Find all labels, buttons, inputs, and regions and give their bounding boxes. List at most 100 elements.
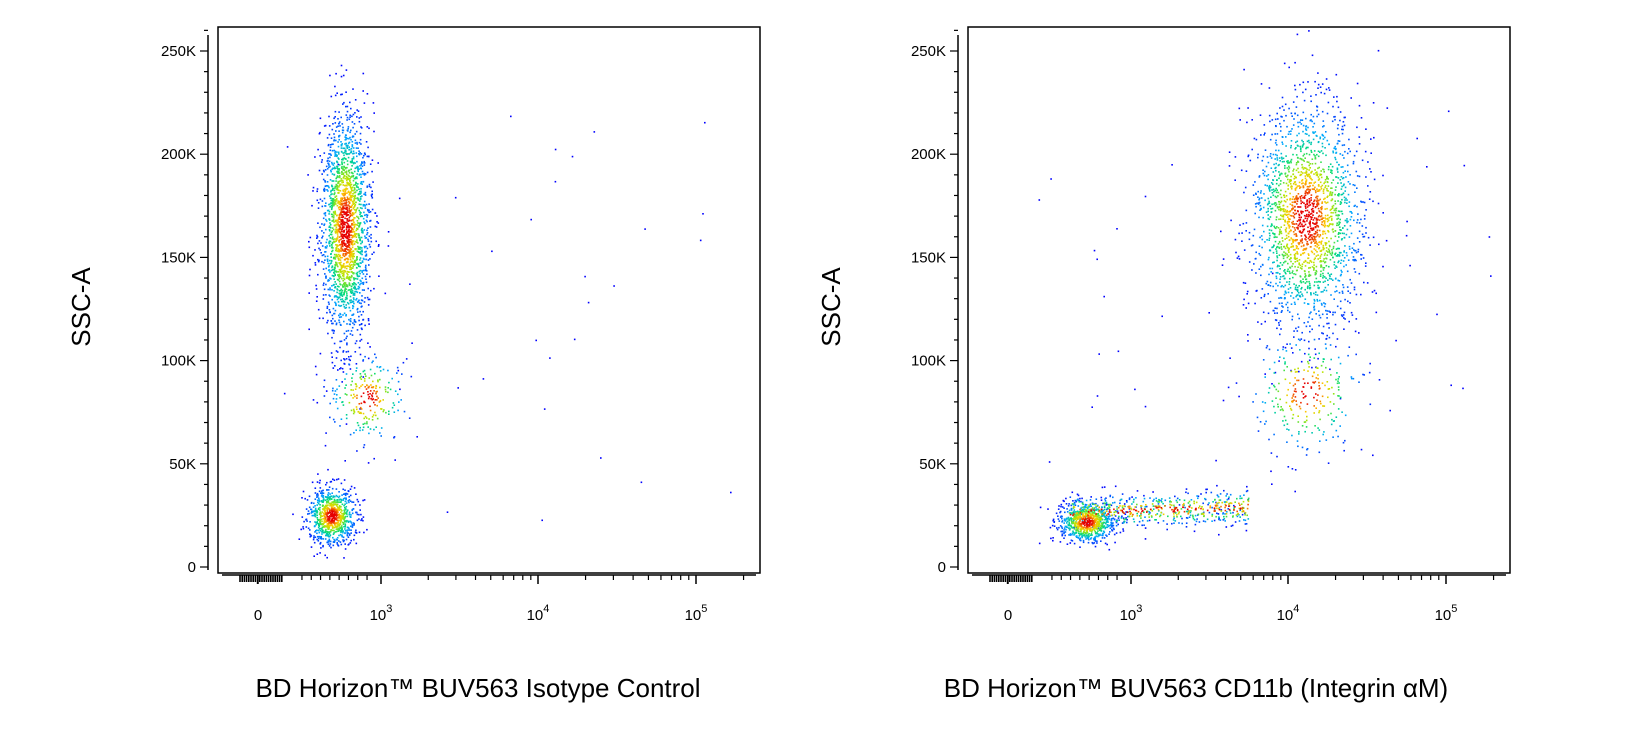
event-dot [335, 530, 338, 533]
event-dot [1272, 251, 1275, 254]
event-dot [350, 148, 353, 150]
event-dot [1296, 114, 1299, 117]
event-dot [352, 412, 355, 415]
event-dot [344, 265, 346, 268]
event-dot [328, 516, 331, 519]
event-dot [356, 220, 359, 222]
event-dot [351, 244, 354, 246]
event-dot [326, 238, 328, 241]
event-dot [351, 509, 353, 512]
event-dot [1242, 281, 1245, 284]
event-dot [345, 330, 348, 332]
event-dot [1104, 500, 1107, 502]
event-dot [1315, 94, 1317, 96]
event-dot [1121, 515, 1123, 518]
event-dot [399, 388, 401, 391]
event-dot [400, 399, 402, 401]
event-dot [345, 306, 348, 309]
event-dot [1100, 540, 1102, 542]
event-dot [1371, 291, 1374, 293]
event-dot [1296, 140, 1299, 143]
event-dot [355, 130, 358, 133]
event-dot [1234, 179, 1236, 181]
event-dot [346, 298, 348, 300]
event-dot [342, 275, 345, 277]
event-dot [1328, 327, 1330, 329]
event-dot [345, 137, 347, 139]
event-dot [1070, 504, 1073, 507]
event-dot [1265, 420, 1267, 423]
event-dot [1162, 502, 1164, 505]
event-dot [351, 267, 354, 269]
event-dot [364, 275, 367, 278]
event-dot [316, 521, 319, 523]
event-dot [349, 186, 352, 189]
event-dot [317, 535, 319, 538]
event-dot [350, 209, 353, 211]
event-dot [1373, 136, 1375, 139]
event-dot [315, 529, 318, 531]
event-dot [331, 193, 333, 195]
event-dot [371, 253, 373, 255]
event-dot [344, 489, 346, 491]
event-dot [1337, 171, 1339, 173]
event-dot [387, 387, 389, 389]
event-dot [342, 279, 344, 282]
event-dot [1342, 314, 1345, 316]
event-dot [1253, 228, 1256, 231]
event-dot [330, 519, 333, 521]
event-dot [337, 304, 340, 307]
event-dot [325, 218, 327, 221]
event-dot [379, 386, 381, 389]
event-dot [1271, 246, 1273, 249]
event-dot [333, 173, 336, 176]
event-dot [1297, 445, 1299, 448]
event-dot [330, 170, 332, 173]
event-dot [1252, 234, 1255, 237]
event-dot [1284, 103, 1287, 106]
event-dot [346, 531, 348, 533]
event-dot [343, 273, 345, 276]
event-dot [1091, 406, 1093, 408]
event-dot [359, 406, 362, 409]
event-dot [348, 233, 350, 235]
event-dot [1121, 493, 1124, 495]
event-dot [328, 264, 330, 267]
event-dot [1332, 311, 1334, 314]
event-dot [338, 239, 341, 241]
event-dot [335, 139, 337, 142]
event-dot [1087, 534, 1090, 536]
event-dot [353, 287, 355, 289]
event-dot [1326, 310, 1329, 312]
event-dot [339, 508, 342, 511]
event-dot [323, 187, 326, 190]
event-dot [1059, 511, 1061, 514]
event-dot [331, 519, 334, 521]
event-dot [326, 185, 329, 187]
event-dot [335, 322, 338, 325]
event-dot [1260, 190, 1262, 192]
event-dot [322, 294, 325, 296]
event-dot [1275, 162, 1277, 165]
event-dot [1216, 484, 1218, 487]
event-dot [355, 176, 357, 179]
event-dot [337, 163, 340, 166]
event-dot [1225, 526, 1228, 528]
event-dot [360, 192, 362, 194]
event-dot [1115, 510, 1118, 513]
event-dot [363, 211, 365, 214]
event-dot [1368, 371, 1371, 374]
event-dot [1337, 261, 1339, 264]
event-dot [340, 511, 342, 514]
event-dot [1365, 209, 1367, 211]
event-dot [1106, 519, 1108, 521]
event-dot [307, 174, 309, 176]
event-dot [312, 514, 315, 517]
event-dot [340, 64, 343, 67]
event-dot [339, 523, 341, 525]
event-dot [1089, 499, 1092, 501]
event-dot [1281, 143, 1284, 145]
event-dot [1245, 170, 1248, 172]
event-dot [1276, 265, 1279, 268]
event-dot [1297, 326, 1300, 328]
